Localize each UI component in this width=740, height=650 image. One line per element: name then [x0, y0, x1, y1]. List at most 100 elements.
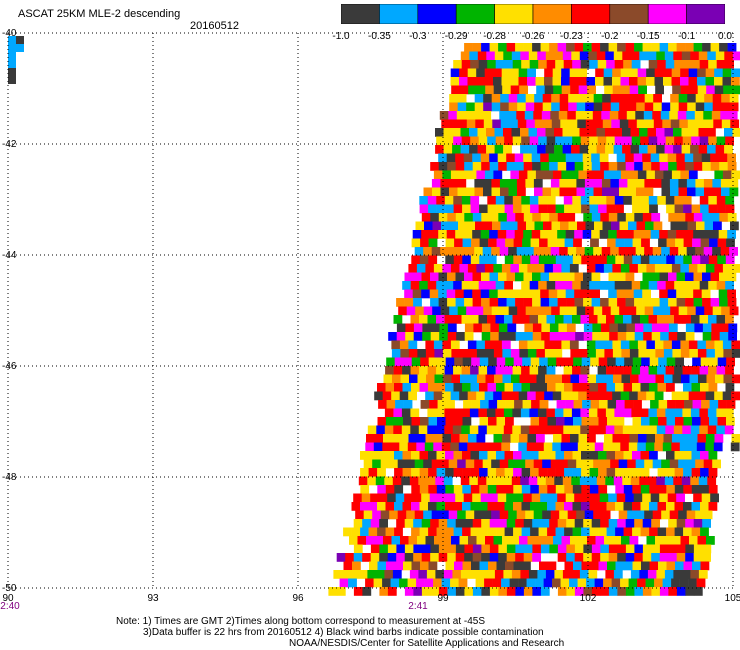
data-cell [527, 340, 537, 350]
data-cell [621, 434, 630, 443]
data-cell [430, 544, 440, 554]
data-cell [455, 230, 464, 239]
data-cell [453, 383, 463, 392]
data-cell [498, 43, 507, 52]
data-cell [486, 145, 495, 154]
data-cell [462, 383, 471, 392]
data-cell [545, 145, 555, 154]
data-cell [617, 332, 627, 341]
data-cell [712, 179, 722, 188]
data-cell [561, 85, 571, 95]
data-cell [584, 179, 594, 188]
data-cell [601, 247, 611, 256]
data-cell [417, 434, 426, 443]
data-cell [716, 315, 726, 324]
data-cell [429, 289, 439, 299]
data-cell [528, 476, 538, 486]
data-cell [455, 289, 464, 299]
data-cell [394, 561, 404, 571]
data-cell [678, 247, 687, 256]
data-cell [353, 587, 363, 596]
data-cell [676, 153, 685, 163]
data-cell [487, 136, 496, 146]
data-cell [702, 43, 711, 52]
data-cell [427, 408, 437, 418]
data-cell [454, 238, 463, 248]
data-cell [586, 264, 596, 273]
data-cell [498, 587, 508, 596]
data-cell [714, 77, 723, 86]
data-cell [608, 43, 618, 52]
data-cell [517, 187, 526, 197]
data-cell [489, 587, 499, 596]
data-cell [455, 298, 465, 307]
data-cell [729, 102, 739, 112]
data-cell [702, 213, 712, 222]
data-cell [715, 51, 725, 61]
data-cell [483, 94, 492, 103]
data-cell [610, 306, 620, 316]
data-cell [517, 94, 526, 103]
data-cell [385, 502, 395, 511]
data-cell [464, 332, 474, 341]
data-cell [673, 476, 683, 486]
data-cell [449, 102, 458, 112]
data-cell [405, 332, 414, 341]
data-cell [628, 119, 638, 129]
data-cell [508, 247, 517, 256]
data-cell [613, 128, 623, 137]
data-cell [582, 153, 592, 163]
data-cell [688, 391, 698, 401]
data-cell [425, 264, 435, 273]
data-cell [494, 570, 504, 579]
data-cell [530, 468, 539, 477]
data-cell [706, 85, 715, 95]
map-gridlines [7, 32, 734, 589]
data-cell [676, 544, 686, 554]
data-cell [485, 536, 494, 545]
data-cell [523, 587, 533, 596]
data-cell [703, 111, 713, 120]
data-cell [515, 272, 524, 282]
data-cell [692, 357, 701, 367]
data-cell [546, 196, 556, 205]
data-cell [640, 136, 649, 146]
data-cell [336, 553, 346, 562]
data-cell [468, 85, 477, 95]
data-cell [523, 162, 533, 171]
data-cell [565, 493, 575, 503]
data-cell [647, 128, 657, 137]
data-cell [632, 468, 641, 477]
data-cell [602, 102, 611, 112]
data-cell [722, 391, 732, 401]
data-cell [688, 68, 698, 78]
data-cell [394, 357, 404, 367]
data-cell [448, 247, 458, 256]
data-cell [714, 434, 724, 443]
data-cell [644, 179, 654, 188]
data-cell [702, 298, 711, 307]
data-cell [421, 587, 431, 596]
data-cell [602, 306, 611, 316]
data-cell [651, 587, 661, 596]
data-cell [416, 442, 426, 452]
data-cell [693, 519, 703, 528]
data-cell [545, 128, 555, 137]
data-cell [594, 119, 604, 129]
data-cell [618, 510, 628, 520]
data-cell [519, 349, 529, 358]
data-cell [578, 77, 587, 86]
data-cell [495, 136, 505, 146]
data-cell [554, 570, 564, 579]
data-cell [680, 349, 690, 358]
data-cell [514, 400, 523, 409]
data-cell [519, 536, 528, 545]
data-cell [402, 383, 412, 392]
data-cell [363, 459, 373, 469]
data-cell [698, 145, 708, 154]
data-cell [500, 221, 510, 231]
data-cell [358, 476, 368, 486]
data-cell [640, 468, 650, 477]
data-cell [699, 281, 709, 290]
data-cell [586, 578, 595, 588]
